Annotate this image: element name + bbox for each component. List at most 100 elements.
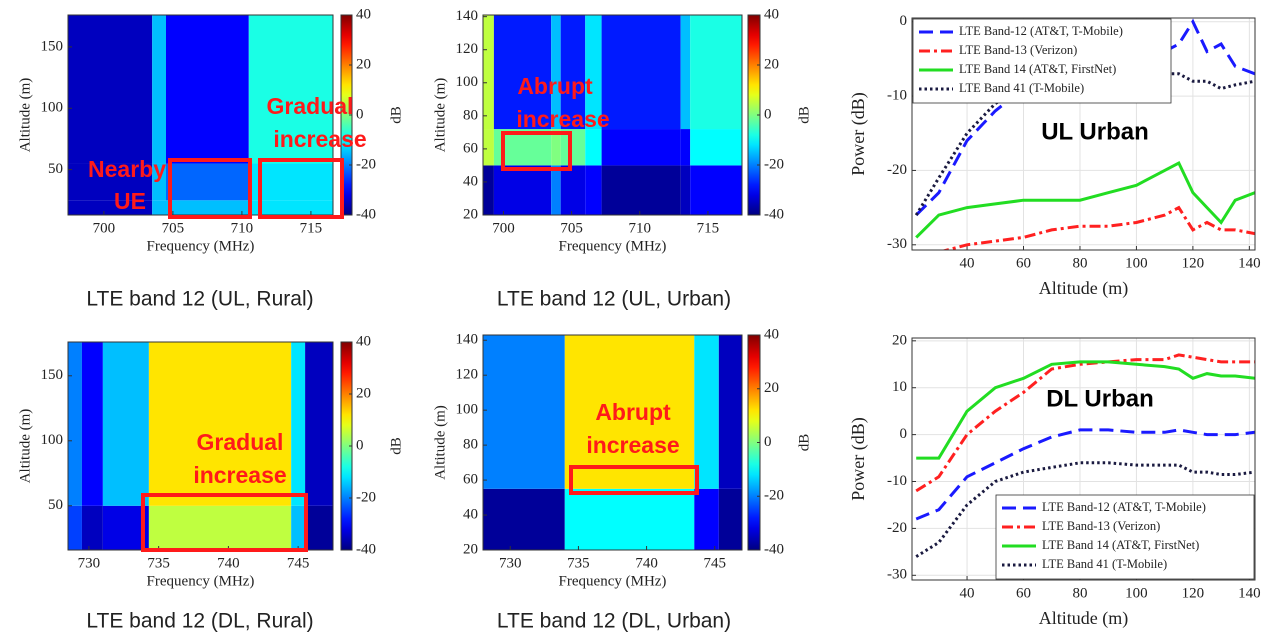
y-tick-label: 100 [456,74,479,90]
y-tick-label: 100 [41,432,64,448]
y-tick-label: -10 [887,88,907,104]
heat-cell [248,200,333,215]
annotation: Abrupt [517,73,593,99]
highlight-box [258,158,344,219]
highlight-box [501,131,572,171]
series-line [915,428,1255,521]
colorbar-tick-label: -40 [764,541,784,557]
x-tick-label: 60 [1016,255,1031,271]
legend-box [995,494,1255,580]
colorbar-tick-label: -20 [764,488,784,504]
x-tick-label: 60 [1016,585,1031,601]
colorbar-tick-label: -40 [764,206,784,222]
y-tick-label: 60 [463,472,478,488]
legend-label: LTE Band 14 (AT&T, FirstNet) [1042,538,1199,552]
x-tick-label: 80 [1072,585,1087,601]
x-axis-label: Altitude (m) [1039,278,1128,299]
y-tick-label: 150 [41,367,64,383]
colorbar-tick-label: 0 [356,437,364,453]
y-tick-label: -10 [887,473,907,489]
x-tick-label: 40 [960,255,975,271]
heat-cell [560,165,586,215]
x-tick-label: 745 [703,555,726,571]
y-tick-label: 100 [41,100,64,116]
heat-cell [81,505,103,550]
colorbar-tick-label: 20 [356,56,371,72]
y-tick-label: 0 [900,426,908,442]
legend-box [912,18,1172,104]
x-tick-label: 715 [300,220,323,236]
heat-cell [560,15,586,130]
x-tick-label: 730 [499,555,522,571]
heat-cell [102,342,149,506]
x-axis-label: Frequency (MHz) [147,573,255,589]
heat-cell [483,335,565,489]
heat-cell [680,129,691,166]
x-tick-label: 735 [147,555,170,571]
heat-cell [68,15,153,164]
heat-cell [601,129,681,166]
y-tick-label: 20 [892,332,907,348]
y-axis-label: Altitude (m) [17,78,33,153]
heat-cell [564,335,695,489]
x-tick-label: 740 [217,555,240,571]
heat-cell [305,342,333,506]
legend-label: LTE Band-12 (AT&T, T-Mobile) [959,24,1123,38]
legend-label: LTE Band 41 (T-Mobile) [959,81,1084,95]
heat-cell [690,15,742,130]
highlight-box [141,493,308,552]
annotation: increase [586,432,679,458]
y-tick-label: 50 [48,497,63,513]
annotation: Gradual [267,93,354,119]
y-tick-label: 120 [456,367,479,383]
heat-cell [585,15,602,130]
annotation: UE [114,188,146,214]
heat-cell [152,15,166,164]
y-axis-label: Power (dB) [848,92,869,176]
y-tick-label: 140 [456,8,479,24]
heat-cell [560,129,586,166]
heat-cell [165,200,249,215]
x-tick-label: 120 [1182,255,1205,271]
y-tick-label: 20 [463,206,478,222]
heat-cell [564,488,695,550]
heat-cell [305,505,333,550]
colorbar-tick-label: -40 [356,541,376,557]
heat-cell [152,200,166,215]
annotation: Gradual [197,429,284,455]
colorbar-tick-label: 20 [764,56,779,72]
heat-cell [551,129,561,166]
legend-label: LTE Band-13 (Verizon) [959,43,1077,57]
y-tick-label: 100 [456,402,479,418]
x-tick-label: 100 [1125,255,1148,271]
annotation: Abrupt [595,399,671,425]
caption: LTE band 12 (DL, Urban) [497,610,731,633]
heat-cell [152,163,166,201]
plot-frame [482,334,743,551]
heat-cell [585,165,602,215]
y-tick-label: -30 [887,567,907,583]
colorbar-tick-label: 0 [764,106,772,122]
series-line [941,205,1255,250]
y-tick-label: 150 [41,38,64,54]
x-tick-label: 140 [1238,255,1261,271]
colorbar-tick-label: -20 [356,489,376,505]
annotation: increase [516,106,609,132]
colorbar-label: dB [796,106,812,124]
colorbar-tick-label: 20 [356,385,371,401]
x-tick-label: 730 [78,555,101,571]
x-tick-label: 715 [697,220,720,236]
y-tick-label: 80 [463,107,478,123]
x-tick-label: 40 [960,585,975,601]
heat-cell [690,165,742,215]
series-line [916,360,1255,460]
x-tick-label: 735 [567,555,590,571]
heat-cell [694,488,719,550]
x-tick-label: 745 [287,555,310,571]
x-tick-label: 700 [492,220,515,236]
colorbar-tick-label: 40 [764,6,779,22]
x-tick-label: 710 [231,220,254,236]
annotation: Nearby [88,156,166,182]
